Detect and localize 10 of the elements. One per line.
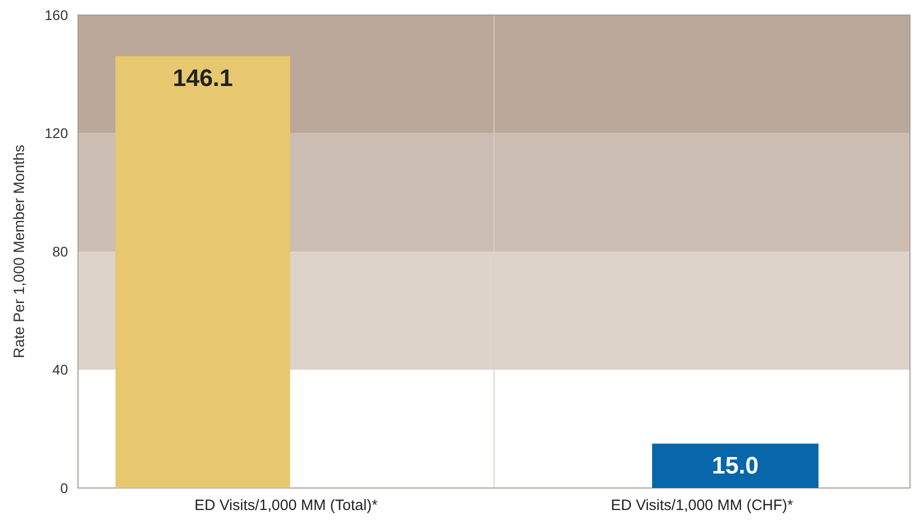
y-tick-label: 120 [44,125,68,142]
y-tick-label: 160 [44,6,68,23]
y-tick-label: 0 [60,480,68,496]
data-label: 146.1 [172,65,233,92]
x-tick-label: ED Visits/1,000 MM (CHF)* [610,497,794,514]
y-tick-label: 40 [52,362,68,378]
data-label: 15.0 [712,452,759,480]
y-axis-title: Rate Per 1,000 Member Months [11,144,28,358]
x-tick-label: ED Visits/1,000 MM (Total)* [194,497,378,514]
y-tick-label: 80 [52,243,68,260]
